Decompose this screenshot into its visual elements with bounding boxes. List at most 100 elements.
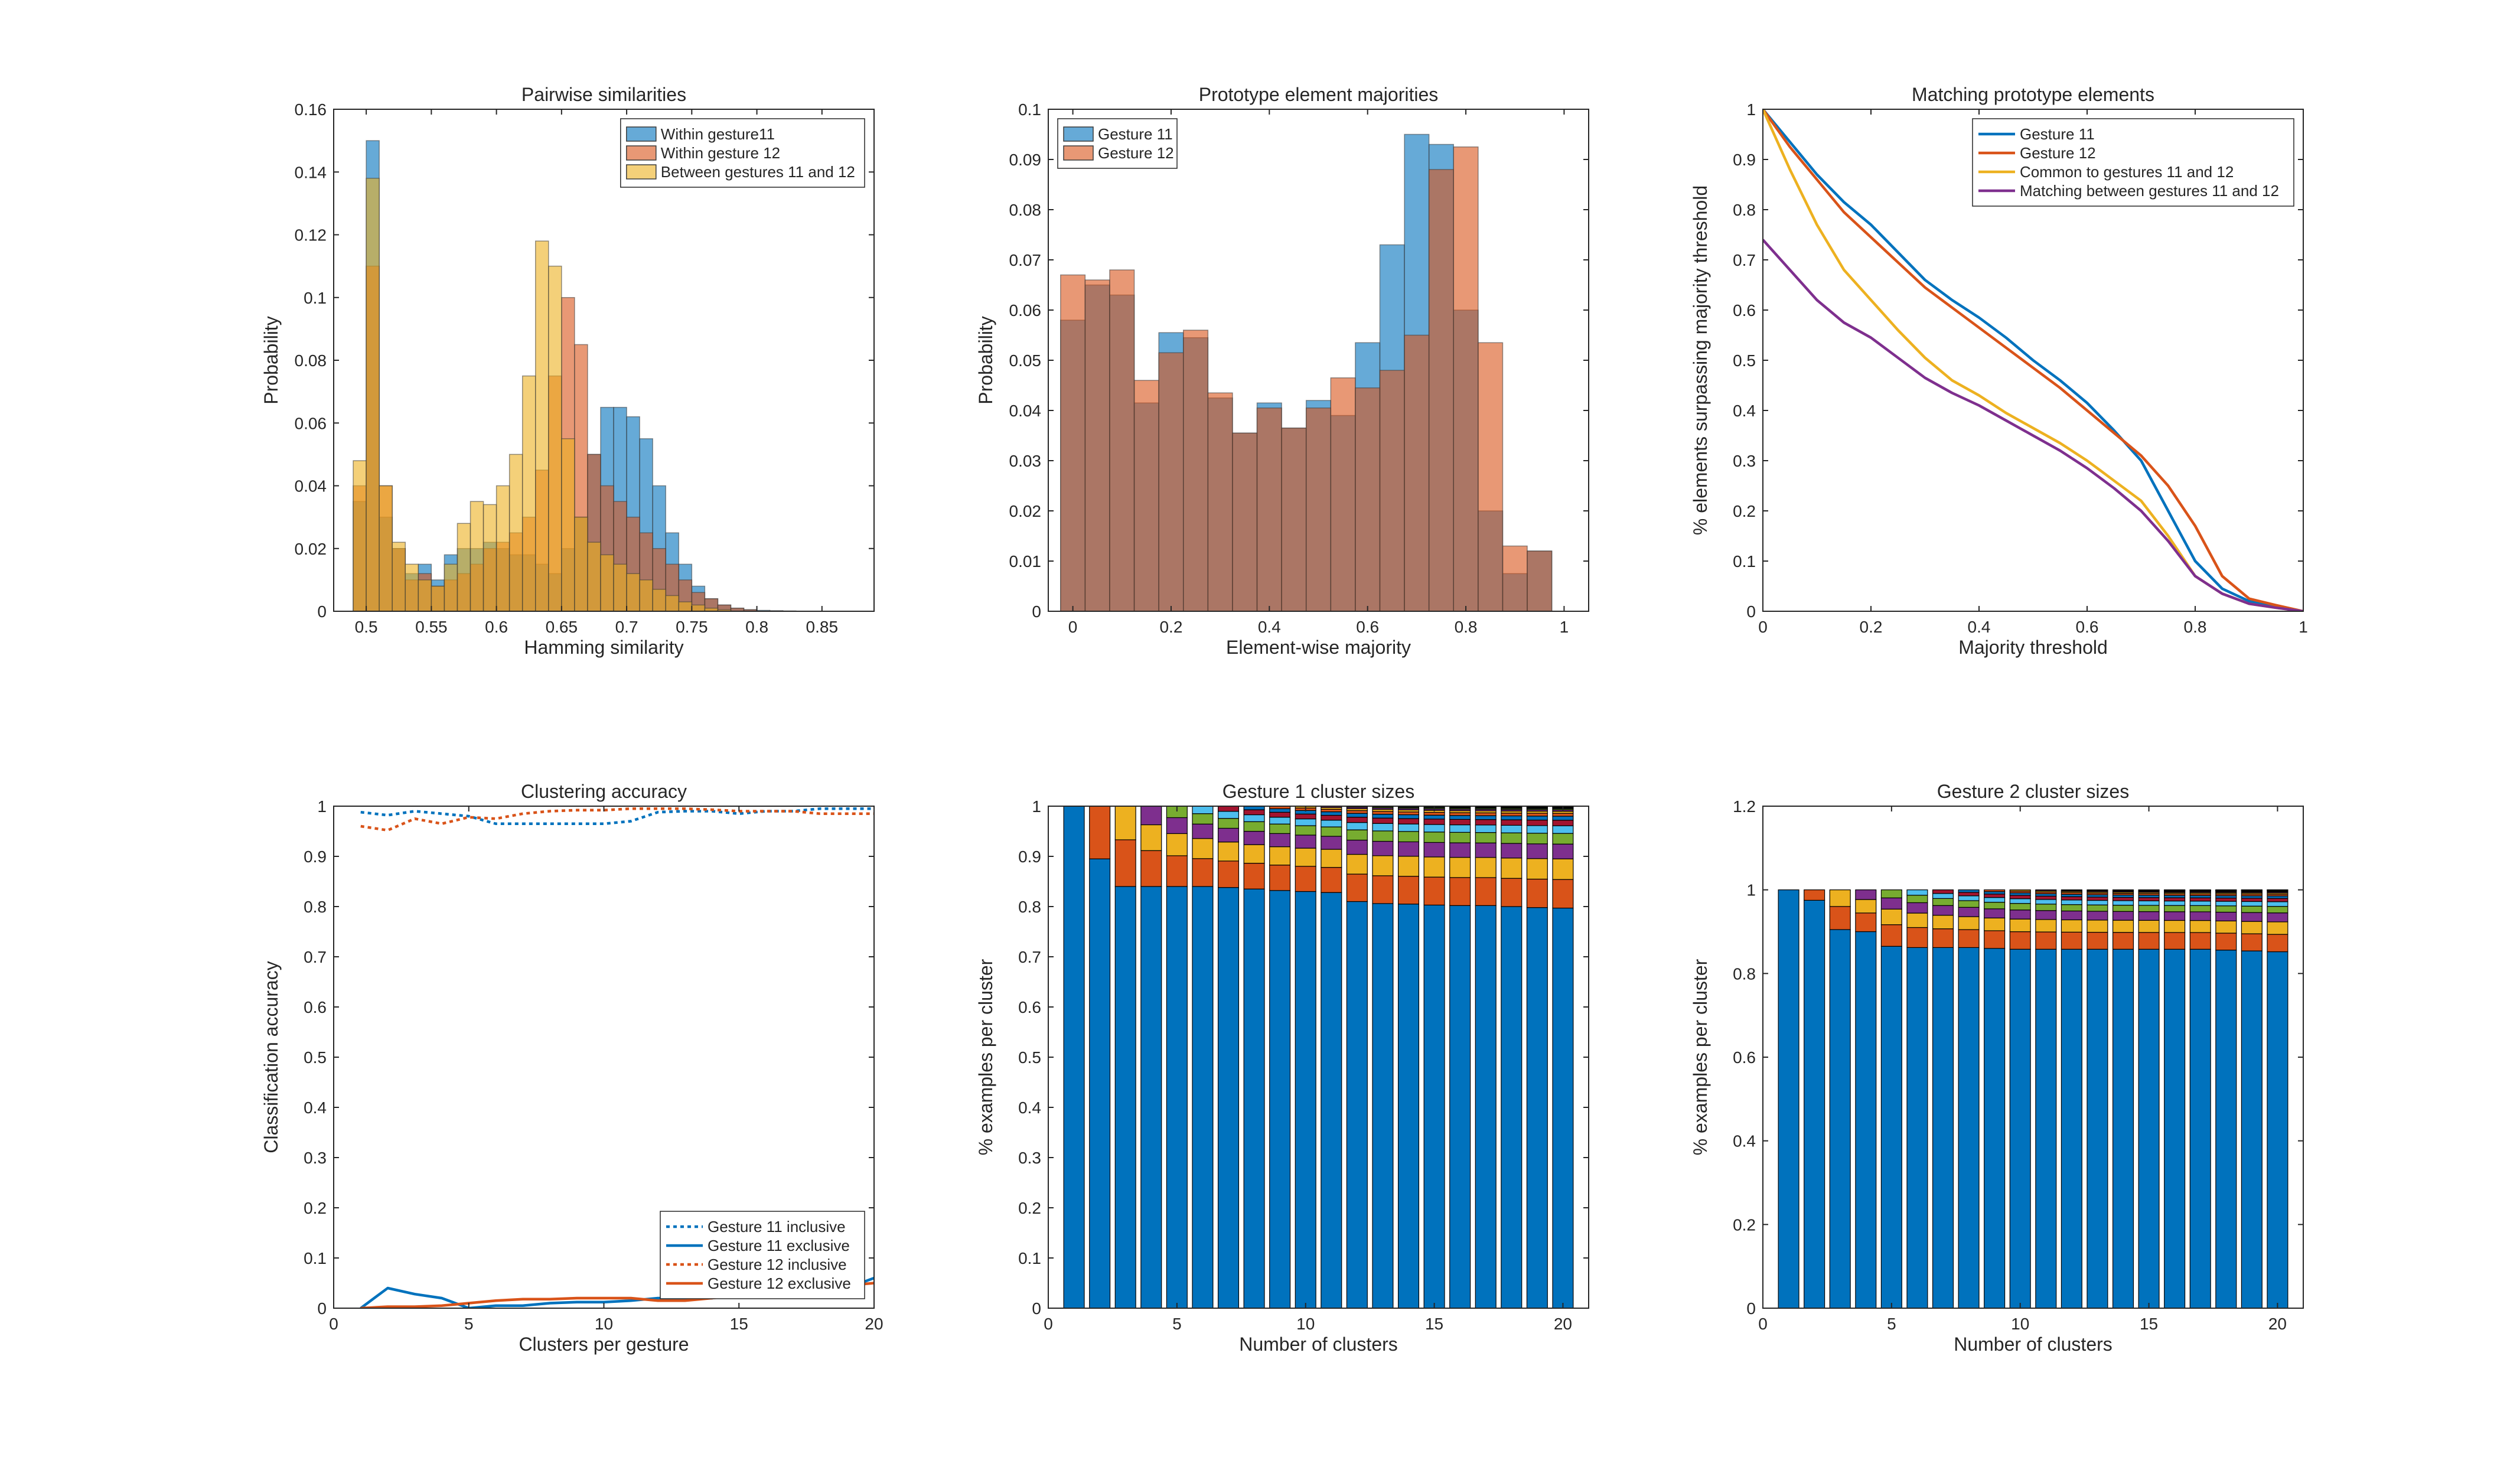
y-tick-label: 0.4 [1733, 402, 1756, 420]
stacked-bar-segment [1906, 947, 1928, 1308]
histogram-bar [1478, 342, 1504, 611]
stacked-bar-segment [1778, 889, 1799, 1308]
x-tick-label: 0.2 [1860, 618, 1883, 636]
histogram-bar [418, 579, 432, 611]
stacked-bar-segment [1295, 818, 1316, 826]
histogram-bar [366, 178, 380, 611]
legend-label: Gesture 12 inclusive [708, 1256, 847, 1273]
stacked-bar-segment [1192, 823, 1214, 839]
stacked-bar-segment [1217, 818, 1240, 829]
legend-swatch [626, 126, 657, 142]
stacked-bar-segment [1269, 865, 1291, 891]
stacked-bar-segment [1192, 858, 1214, 887]
stacked-bar-segment [2267, 934, 2288, 953]
stacked-bar-segment [1475, 857, 1497, 878]
stacked-bar-segment [2164, 948, 2186, 1308]
stacked-bar-segment [1526, 858, 1548, 880]
y-tick-label: 0.6 [1018, 998, 1041, 1016]
stacked-bar-segment [1346, 829, 1368, 841]
y-tick-label: 0.6 [1733, 301, 1756, 320]
stacked-bar-segment [1372, 811, 1394, 815]
stacked-bar-segment [1423, 819, 1445, 825]
series-line [1763, 109, 2303, 611]
y-tick-label: 0.5 [1018, 1048, 1041, 1067]
histogram-bar [457, 523, 471, 611]
histogram-bar [1060, 274, 1086, 611]
y-tick-label: 0 [1746, 1299, 1756, 1318]
stacked-bar-segment [1526, 878, 1548, 908]
stacked-bar-segment [2112, 889, 2134, 891]
chart-6: 0 5 10 15 20 0 0.2 0.4 0.6 0.8 1 1.2 Gesture 2 clust… [1690, 781, 2304, 1355]
stacked-bar-segment [1552, 843, 1574, 859]
stacked-bar-segment [1449, 824, 1471, 833]
stacked-bar-segment [2112, 905, 2134, 912]
stacked-bar-segment [1906, 902, 1928, 914]
histogram-bar [1305, 408, 1332, 611]
histogram-bar [626, 573, 640, 611]
stacked-bar-segment [2087, 948, 2108, 1308]
x-tick-label: 0.6 [1356, 618, 1379, 636]
stacked-bar-segment [1984, 930, 2006, 949]
stacked-bar-segment [2087, 931, 2108, 950]
y-tick-label: 0.1 [304, 289, 327, 307]
stacked-bar-segment [1217, 811, 1240, 819]
stacked-bar-segment [2035, 910, 2057, 920]
y-axis-label: Probability [260, 316, 282, 404]
histogram-bar [1502, 545, 1528, 611]
stacked-bar-segment [1423, 832, 1445, 843]
x-tick-label: 15 [730, 1315, 748, 1333]
stacked-bar-segment [1423, 842, 1445, 858]
y-tick-label: 0.5 [304, 1048, 327, 1067]
x-axis-label: Number of clusters [1954, 1334, 2113, 1355]
legend-swatch [1063, 145, 1094, 161]
stacked-bar-segment [2087, 904, 2108, 912]
stacked-bar-segment [1449, 815, 1471, 820]
stacked-bar-segment [1295, 891, 1316, 1308]
stacked-bar-segment [1423, 856, 1445, 878]
histogram-bar [1084, 279, 1110, 611]
stacked-bar-segment [1526, 813, 1548, 817]
x-tick-label: 10 [2011, 1315, 2029, 1333]
histogram-bar [1232, 432, 1258, 611]
legend-label: Gesture 11 exclusive [708, 1237, 850, 1254]
y-tick-label: 0.02 [295, 540, 327, 558]
histogram-bar [600, 554, 614, 611]
stacked-bar-segment [1269, 806, 1291, 809]
histogram-bar [1158, 352, 1184, 611]
stacked-bar-segment [1192, 886, 1214, 1308]
stacked-bar-segment [1321, 814, 1342, 821]
y-tick-label: 0.08 [295, 351, 327, 370]
y-tick-label: 0.9 [1733, 151, 1756, 169]
stacked-bar-segment [2087, 894, 2108, 898]
histogram-bar [470, 501, 484, 611]
histogram-bar [392, 542, 406, 611]
stacked-bar-segment [2241, 901, 2263, 907]
x-tick-label: 0 [1044, 1315, 1053, 1333]
x-tick-label: 0.4 [1258, 618, 1281, 636]
y-tick-label: 0.4 [1733, 1132, 1756, 1150]
stacked-bar-segment [1984, 948, 2006, 1308]
chart-title: Gesture 1 cluster sizes [1222, 781, 1414, 802]
stacked-bar-segment [1321, 806, 1342, 808]
histogram-bar [561, 438, 575, 611]
stacked-bar-segment [2215, 905, 2237, 913]
x-axis-label: Majority threshold [1958, 637, 2108, 658]
histogram-bar [574, 516, 588, 611]
stacked-bar-segment [1140, 806, 1162, 826]
stacked-bar-segment [2215, 897, 2237, 902]
stacked-bar-segment [1984, 908, 2006, 918]
stacked-bar-segment [1114, 886, 1136, 1308]
plot-area [1778, 889, 2288, 1308]
stacked-bar-segment [1217, 806, 1240, 812]
stacked-bar-segment [1906, 927, 1928, 948]
stacked-bar-segment [2009, 889, 2031, 892]
stacked-bar-segment [2112, 900, 2134, 906]
stacked-bar-segment [1089, 806, 1111, 859]
stacked-bar-segment [1526, 825, 1548, 834]
stacked-bar-segment [1423, 811, 1445, 816]
x-tick-label: 0.65 [546, 618, 578, 636]
histogram-bar [405, 563, 419, 611]
y-tick-label: 0.06 [1009, 301, 1042, 320]
stacked-bar-segment [2215, 920, 2237, 934]
